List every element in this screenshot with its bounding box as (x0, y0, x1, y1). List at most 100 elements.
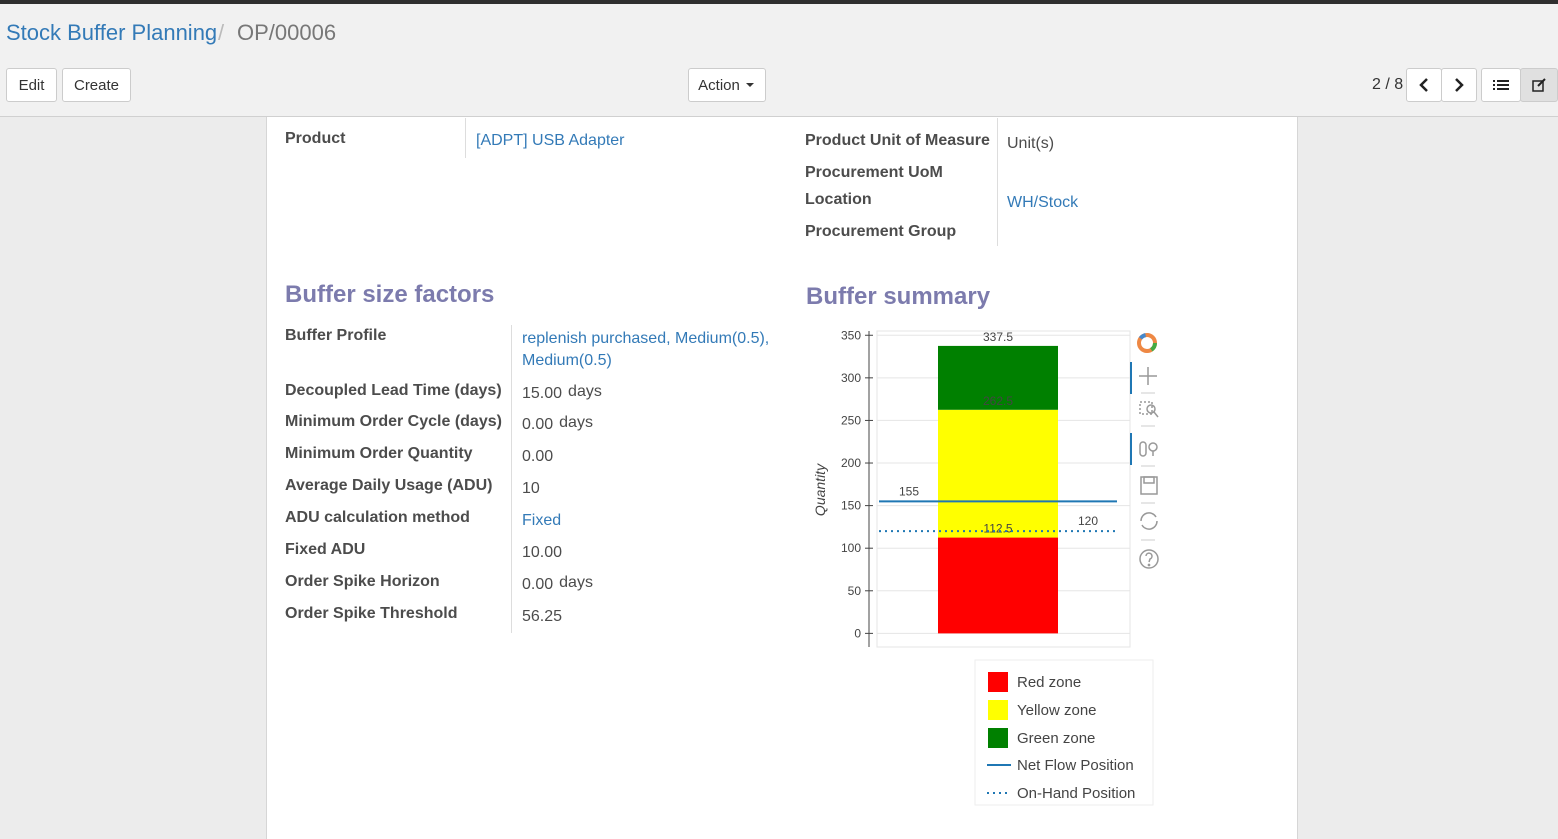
field-value: 10 (522, 478, 777, 500)
value-unit: days (568, 383, 602, 400)
edit-button[interactable]: Edit (6, 68, 57, 102)
field-value: 10.00 (522, 542, 777, 564)
icon-list (1493, 80, 1509, 90)
y-tick-label: 350 (841, 328, 861, 342)
legend-label: Net Flow Position (1017, 757, 1134, 774)
value-unit: days (559, 574, 593, 591)
pager-next[interactable] (1441, 68, 1477, 102)
y-axis-label: Quantity (812, 463, 828, 516)
zone-bar (938, 345, 1058, 410)
field-label: Product Unit of Measure (805, 132, 990, 149)
reset-tool[interactable] (1140, 512, 1158, 530)
section-title: Buffer size factors (285, 281, 495, 308)
legend-swatch (988, 672, 1008, 692)
field-value: 0.00 days (522, 574, 777, 596)
value-text: 0.00 (522, 576, 554, 593)
field-value[interactable]: WH/Stock (1007, 192, 1277, 214)
caret (745, 83, 754, 87)
field-label: Procurement UoM (805, 164, 943, 181)
field-label: Fixed ADU (285, 541, 366, 558)
breadcrumb-current: OP/00006 (237, 20, 337, 45)
field-value: Unit(s) (1007, 133, 1277, 155)
form-view-button[interactable] (1520, 68, 1558, 102)
value-text: 0.00 (522, 448, 554, 465)
value-text: 10 (522, 480, 540, 497)
legend-label: Green zone (1017, 730, 1095, 747)
pan-tool[interactable] (1139, 367, 1157, 385)
y-tick-label: 0 (854, 626, 861, 640)
field-label: Minimum Order Quantity (285, 445, 473, 462)
y-tick-label: 50 (848, 584, 862, 598)
field-label: Order Spike Horizon (285, 573, 440, 590)
legend-label: On-Hand Position (1017, 785, 1135, 802)
field-label: ADU calculation method (285, 509, 470, 526)
zone-bar (938, 537, 1058, 634)
field-separator (511, 325, 512, 633)
value-text: 15.00 (522, 385, 563, 402)
pager-previous[interactable] (1406, 68, 1442, 102)
field-label: Location (805, 191, 872, 208)
value-text: 0.00 (522, 416, 554, 433)
icon-previous (1419, 78, 1428, 92)
icon-next (1455, 78, 1464, 92)
save-tool[interactable] (1140, 476, 1158, 495)
y-tick-label: 150 (841, 499, 861, 513)
value-text[interactable]: Fixed (522, 512, 562, 529)
position-label: 155 (899, 484, 919, 498)
value-text: 10.00 (522, 544, 563, 561)
zone-label: 112.5 (983, 522, 1012, 536)
control-panel (0, 4, 1558, 117)
field-label: Decoupled Lead Time (days) (285, 382, 502, 399)
box-zoom-tool[interactable] (1139, 401, 1159, 418)
y-tick-label: 100 (841, 541, 861, 555)
field-separator (997, 118, 998, 246)
field-value: 56.25 (522, 606, 777, 628)
y-tick-label: 200 (841, 456, 861, 470)
field-value[interactable]: replenish purchased, Medium(0.5), Medium… (522, 328, 777, 372)
value-text[interactable]: [ADPT] USB Adapter (476, 132, 625, 149)
field-value[interactable]: [ADPT] USB Adapter (476, 130, 776, 152)
legend-label: Yellow zone (1017, 702, 1097, 719)
value-text: Unit(s) (1007, 135, 1055, 152)
wheel-zoom-tool[interactable] (1139, 441, 1158, 457)
field-value: 15.00 days (522, 383, 777, 405)
field-label: Buffer Profile (285, 327, 387, 344)
field-value: 0.00 days (522, 414, 777, 436)
breadcrumb-separator: / (218, 20, 225, 45)
legend-swatch (988, 700, 1008, 720)
y-tick-label: 250 (841, 413, 861, 427)
legend-label: Red zone (1017, 674, 1081, 691)
icon-edit (1532, 78, 1546, 92)
field-label: Order Spike Threshold (285, 605, 458, 622)
zone-bar (938, 409, 1058, 538)
buffer-chart: 0 50 100 150 200 250 300 350 Quantity 112.5 262.5 3… (812, 328, 1159, 806)
action-button[interactable]: Action (688, 68, 766, 102)
help-tool[interactable] (1139, 549, 1159, 569)
action-label: Action (698, 76, 740, 94)
list-view-button[interactable] (1481, 68, 1521, 102)
legend-swatch (988, 728, 1008, 748)
top-bar (0, 0, 1558, 4)
create-button[interactable]: Create (62, 68, 131, 102)
breadcrumb-parent[interactable]: Stock Buffer Planning (6, 20, 218, 45)
field-label: Product (285, 130, 346, 147)
field-value: 0.00 (522, 446, 777, 468)
zone-label: 337.5 (983, 330, 1013, 344)
field-separator (465, 118, 466, 158)
section-title: Buffer summary (806, 283, 991, 310)
value-text[interactable]: replenish purchased, Medium(0.5), Medium… (522, 330, 770, 369)
bokeh-logo[interactable] (1137, 333, 1157, 353)
field-label: Procurement Group (805, 223, 957, 240)
field-label: Average Daily Usage (ADU) (285, 477, 493, 494)
toolbar (1130, 333, 1159, 569)
field-value[interactable]: Fixed (522, 510, 777, 532)
y-tick-label: 300 (841, 371, 861, 385)
field-label: Minimum Order Cycle (days) (285, 413, 502, 430)
value-unit: days (559, 414, 593, 431)
zone-label: 262.5 (983, 394, 1013, 408)
position-label: 120 (1078, 514, 1098, 528)
value-text[interactable]: WH/Stock (1007, 194, 1079, 211)
pager-value: 2 / 8 (1372, 76, 1404, 93)
value-text: 56.25 (522, 608, 563, 625)
